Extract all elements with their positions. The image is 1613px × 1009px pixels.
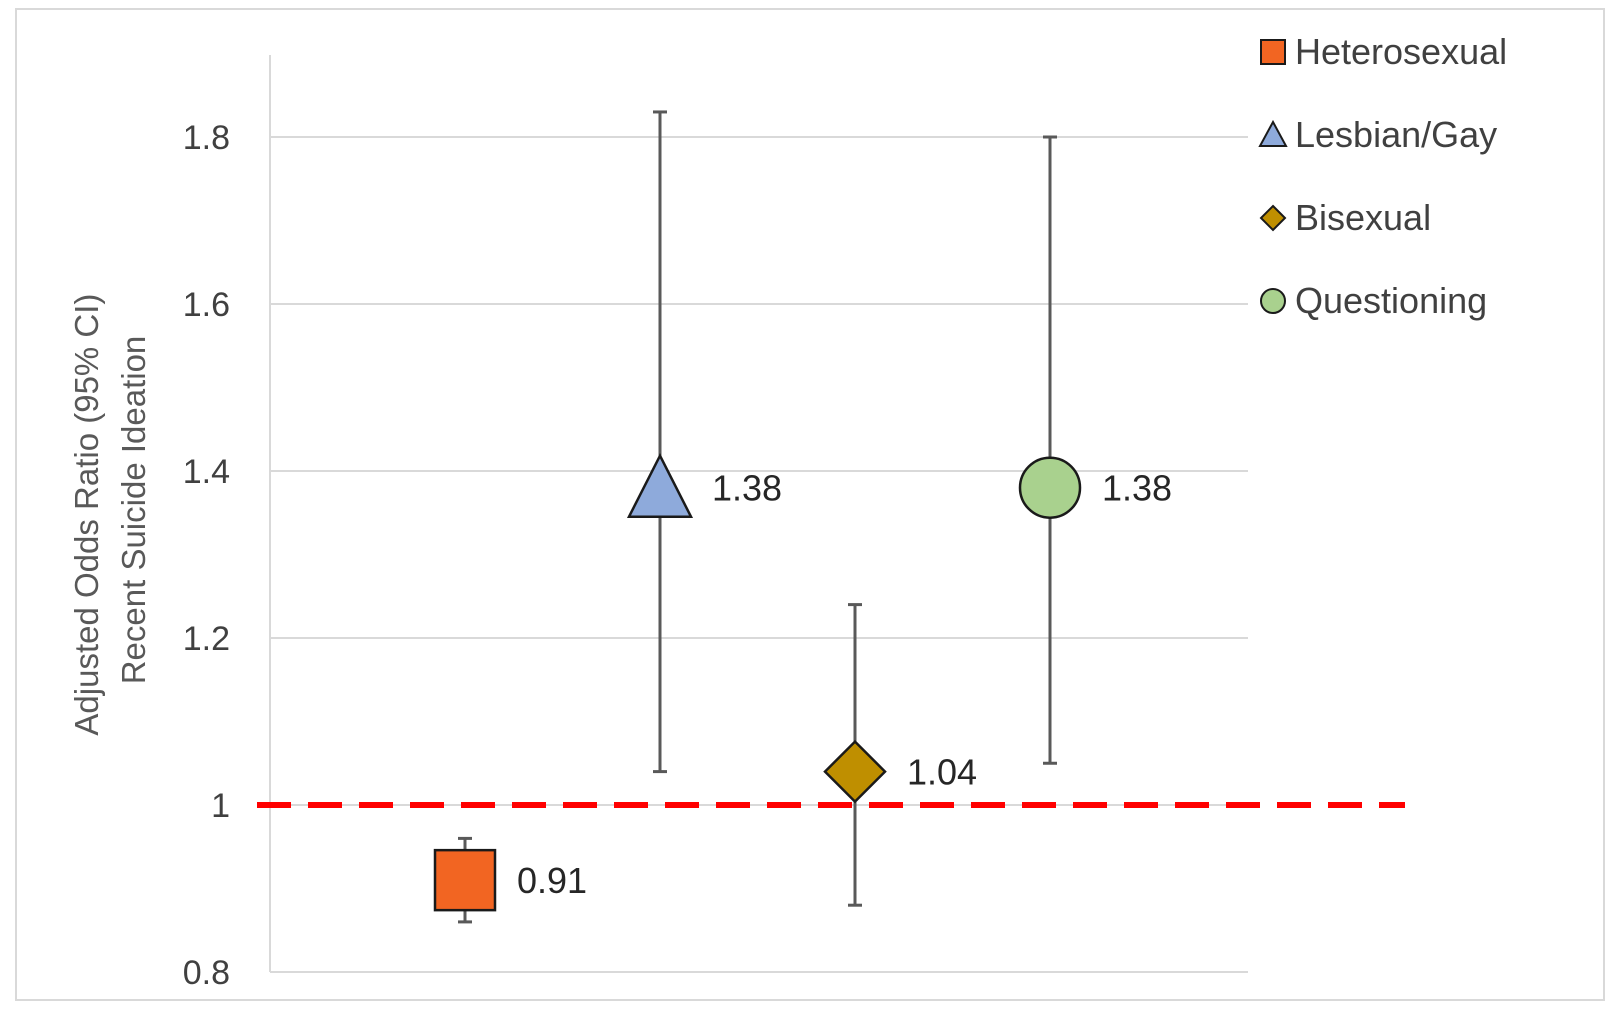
legend-marker-lesbian-gay: [1258, 119, 1288, 147]
marker-heterosexual: [433, 848, 497, 912]
y-tick-labels: 0.8 1 1.2 1.4 1.6 1.8: [183, 119, 230, 992]
data-label-heterosexual: 0.91: [517, 860, 587, 901]
chart-frame: [15, 8, 1605, 1001]
data-label-bisexual: 1.04: [907, 752, 977, 793]
legend-label-bisexual: Bisexual: [1295, 197, 1431, 238]
legend-marker-bisexual: [1259, 204, 1287, 232]
data-label-lesbian-gay: 1.38: [712, 468, 782, 509]
legend-label-lesbian-gay: Lesbian/Gay: [1295, 114, 1497, 155]
legend-label-heterosexual: Heterosexual: [1295, 31, 1507, 72]
y-tick-label-4: 1.6: [183, 286, 230, 324]
marker-bisexual: [823, 739, 887, 804]
legend-label-questioning: Questioning: [1295, 280, 1487, 321]
y-tick-label-5: 1.8: [183, 119, 230, 157]
marker-lesbian-gay: [626, 452, 694, 518]
gridlines: [269, 55, 1248, 973]
y-tick-label-3: 1.4: [183, 453, 230, 491]
y-axis-label-line-2: Recent Suicide Ideation: [115, 336, 152, 685]
data-labels: 0.91 1.38 1.04 1.38: [517, 468, 1172, 901]
error-bars: [458, 110, 1057, 924]
legend-marker-heterosexual: [1260, 39, 1286, 65]
y-tick-label-1: 1: [211, 787, 230, 825]
y-axis-label-line-1: Adjusted Odds Ratio (95% CI): [68, 294, 105, 736]
y-tick-label-2: 1.2: [183, 620, 230, 658]
legend-marker-questioning: [1260, 288, 1286, 314]
y-tick-label-0: 0.8: [183, 954, 230, 992]
marker-questioning: [1018, 456, 1082, 519]
y-axis-label: Adjusted Odds Ratio (95% CI) Recent Suic…: [68, 284, 152, 735]
data-markers: [433, 452, 1082, 912]
data-label-questioning: 1.38: [1102, 468, 1172, 509]
legend: Heterosexual Lesbian/Gay Bisexual Questioni…: [1258, 31, 1507, 321]
